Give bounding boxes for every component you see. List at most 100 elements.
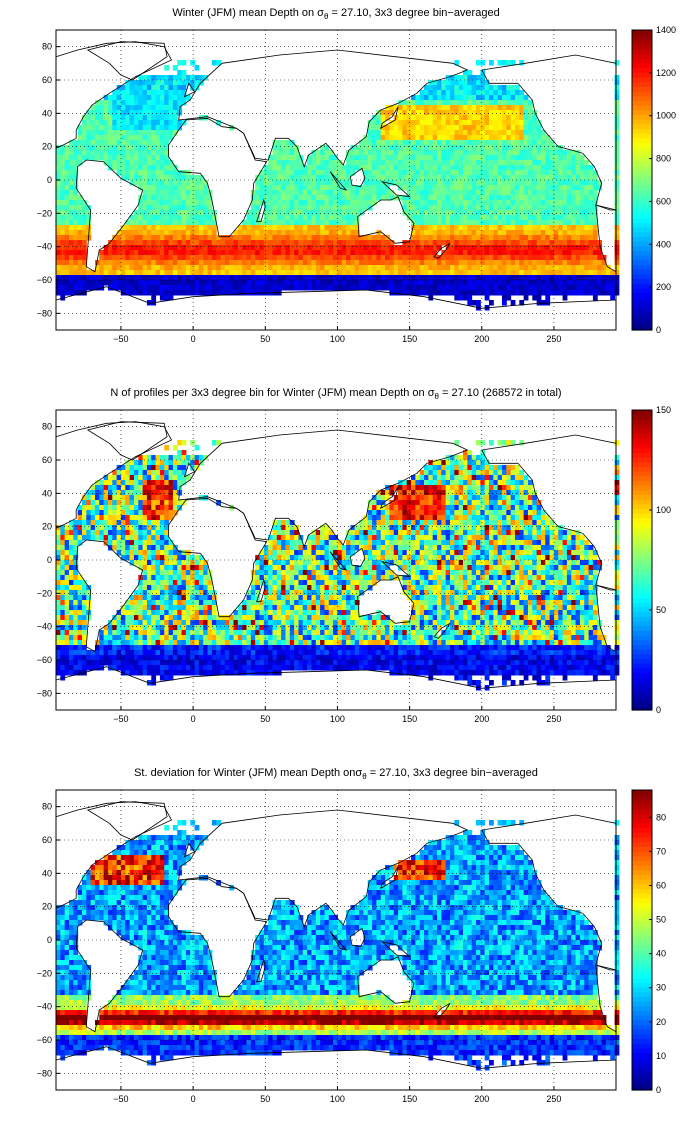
data-cell [562, 190, 568, 196]
data-cell [289, 165, 295, 171]
data-cell [151, 235, 157, 241]
data-cell [553, 260, 559, 266]
data-cell [64, 635, 70, 641]
data-cell [437, 220, 442, 226]
data-cell [155, 575, 161, 581]
data-cell [523, 200, 529, 206]
data-cell [398, 290, 403, 296]
data-cell [68, 230, 74, 236]
data-cell [116, 645, 122, 651]
data-cell [389, 190, 395, 196]
data-cell [64, 145, 70, 151]
data-cell [142, 110, 148, 116]
data-cell [155, 180, 161, 186]
data-cell [181, 280, 187, 286]
data-cell [341, 240, 347, 246]
data-cell [532, 260, 538, 266]
data-cell [315, 225, 321, 231]
data-cell [73, 645, 79, 651]
colorbar-segment [632, 62, 652, 69]
data-cell [320, 220, 325, 226]
data-cell [159, 470, 165, 476]
data-cell [597, 285, 603, 291]
data-cell [237, 290, 243, 296]
data-cell [463, 260, 468, 266]
data-cell [64, 170, 70, 176]
data-cell [289, 265, 295, 271]
data-cell [571, 190, 577, 196]
data-cell [73, 165, 79, 171]
data-cell [307, 215, 312, 221]
data-cell [501, 145, 507, 151]
data-cell [346, 275, 351, 281]
data-cell [294, 185, 299, 191]
data-cell [138, 480, 144, 486]
data-cell [120, 255, 126, 261]
data-cell [116, 465, 122, 471]
data-cell [229, 280, 235, 286]
data-cell [120, 545, 126, 551]
data-cell [168, 175, 174, 181]
data-cell [281, 285, 286, 291]
data-cell [501, 250, 507, 256]
data-cell [203, 250, 209, 256]
data-cell [463, 245, 468, 251]
data-cell [411, 120, 416, 126]
data-cell [341, 200, 347, 206]
data-cell [545, 140, 551, 146]
data-cell [138, 170, 144, 176]
data-cell [133, 260, 139, 266]
data-cell [432, 175, 438, 181]
colorbar-segment [632, 34, 652, 40]
data-cell [133, 485, 139, 491]
data-cell [64, 525, 70, 531]
data-cell [458, 260, 464, 266]
data-cell [125, 245, 131, 251]
data-cell [181, 240, 187, 246]
data-cell [194, 270, 200, 276]
data-cell [514, 185, 520, 191]
data-cell [181, 80, 187, 86]
data-cell [389, 145, 395, 151]
data-cell [181, 225, 187, 231]
data-cell [346, 200, 351, 206]
data-cell [60, 650, 66, 656]
data-cell [441, 100, 447, 106]
data-cell [571, 290, 577, 296]
data-cell [107, 100, 113, 106]
data-cell [328, 205, 334, 211]
data-cell [315, 220, 321, 226]
data-cell [510, 245, 516, 251]
data-cell [68, 155, 74, 161]
data-cell [268, 215, 273, 221]
data-cell [501, 150, 507, 156]
data-cell [194, 250, 200, 256]
data-cell [337, 200, 343, 206]
data-cell [411, 280, 416, 286]
data-cell [558, 145, 564, 151]
data-cell [194, 240, 200, 246]
data-cell [393, 245, 399, 251]
data-cell [311, 160, 317, 166]
data-cell [164, 205, 170, 211]
data-cell [133, 150, 139, 156]
data-cell [437, 275, 442, 281]
data-cell [207, 280, 213, 286]
data-cell [488, 230, 494, 236]
data-cell [441, 280, 447, 286]
data-cell [341, 255, 347, 261]
data-cell [159, 275, 165, 281]
data-cell [588, 265, 594, 271]
data-cell [614, 190, 620, 196]
data-cell [159, 155, 165, 161]
data-cell [138, 145, 144, 151]
data-cell [107, 250, 113, 256]
data-cell [549, 215, 555, 221]
data-cell [103, 145, 109, 151]
data-cell [445, 165, 451, 171]
data-cell [185, 270, 191, 276]
data-cell [419, 235, 425, 241]
data-cell [523, 170, 529, 176]
data-cell [107, 515, 113, 521]
